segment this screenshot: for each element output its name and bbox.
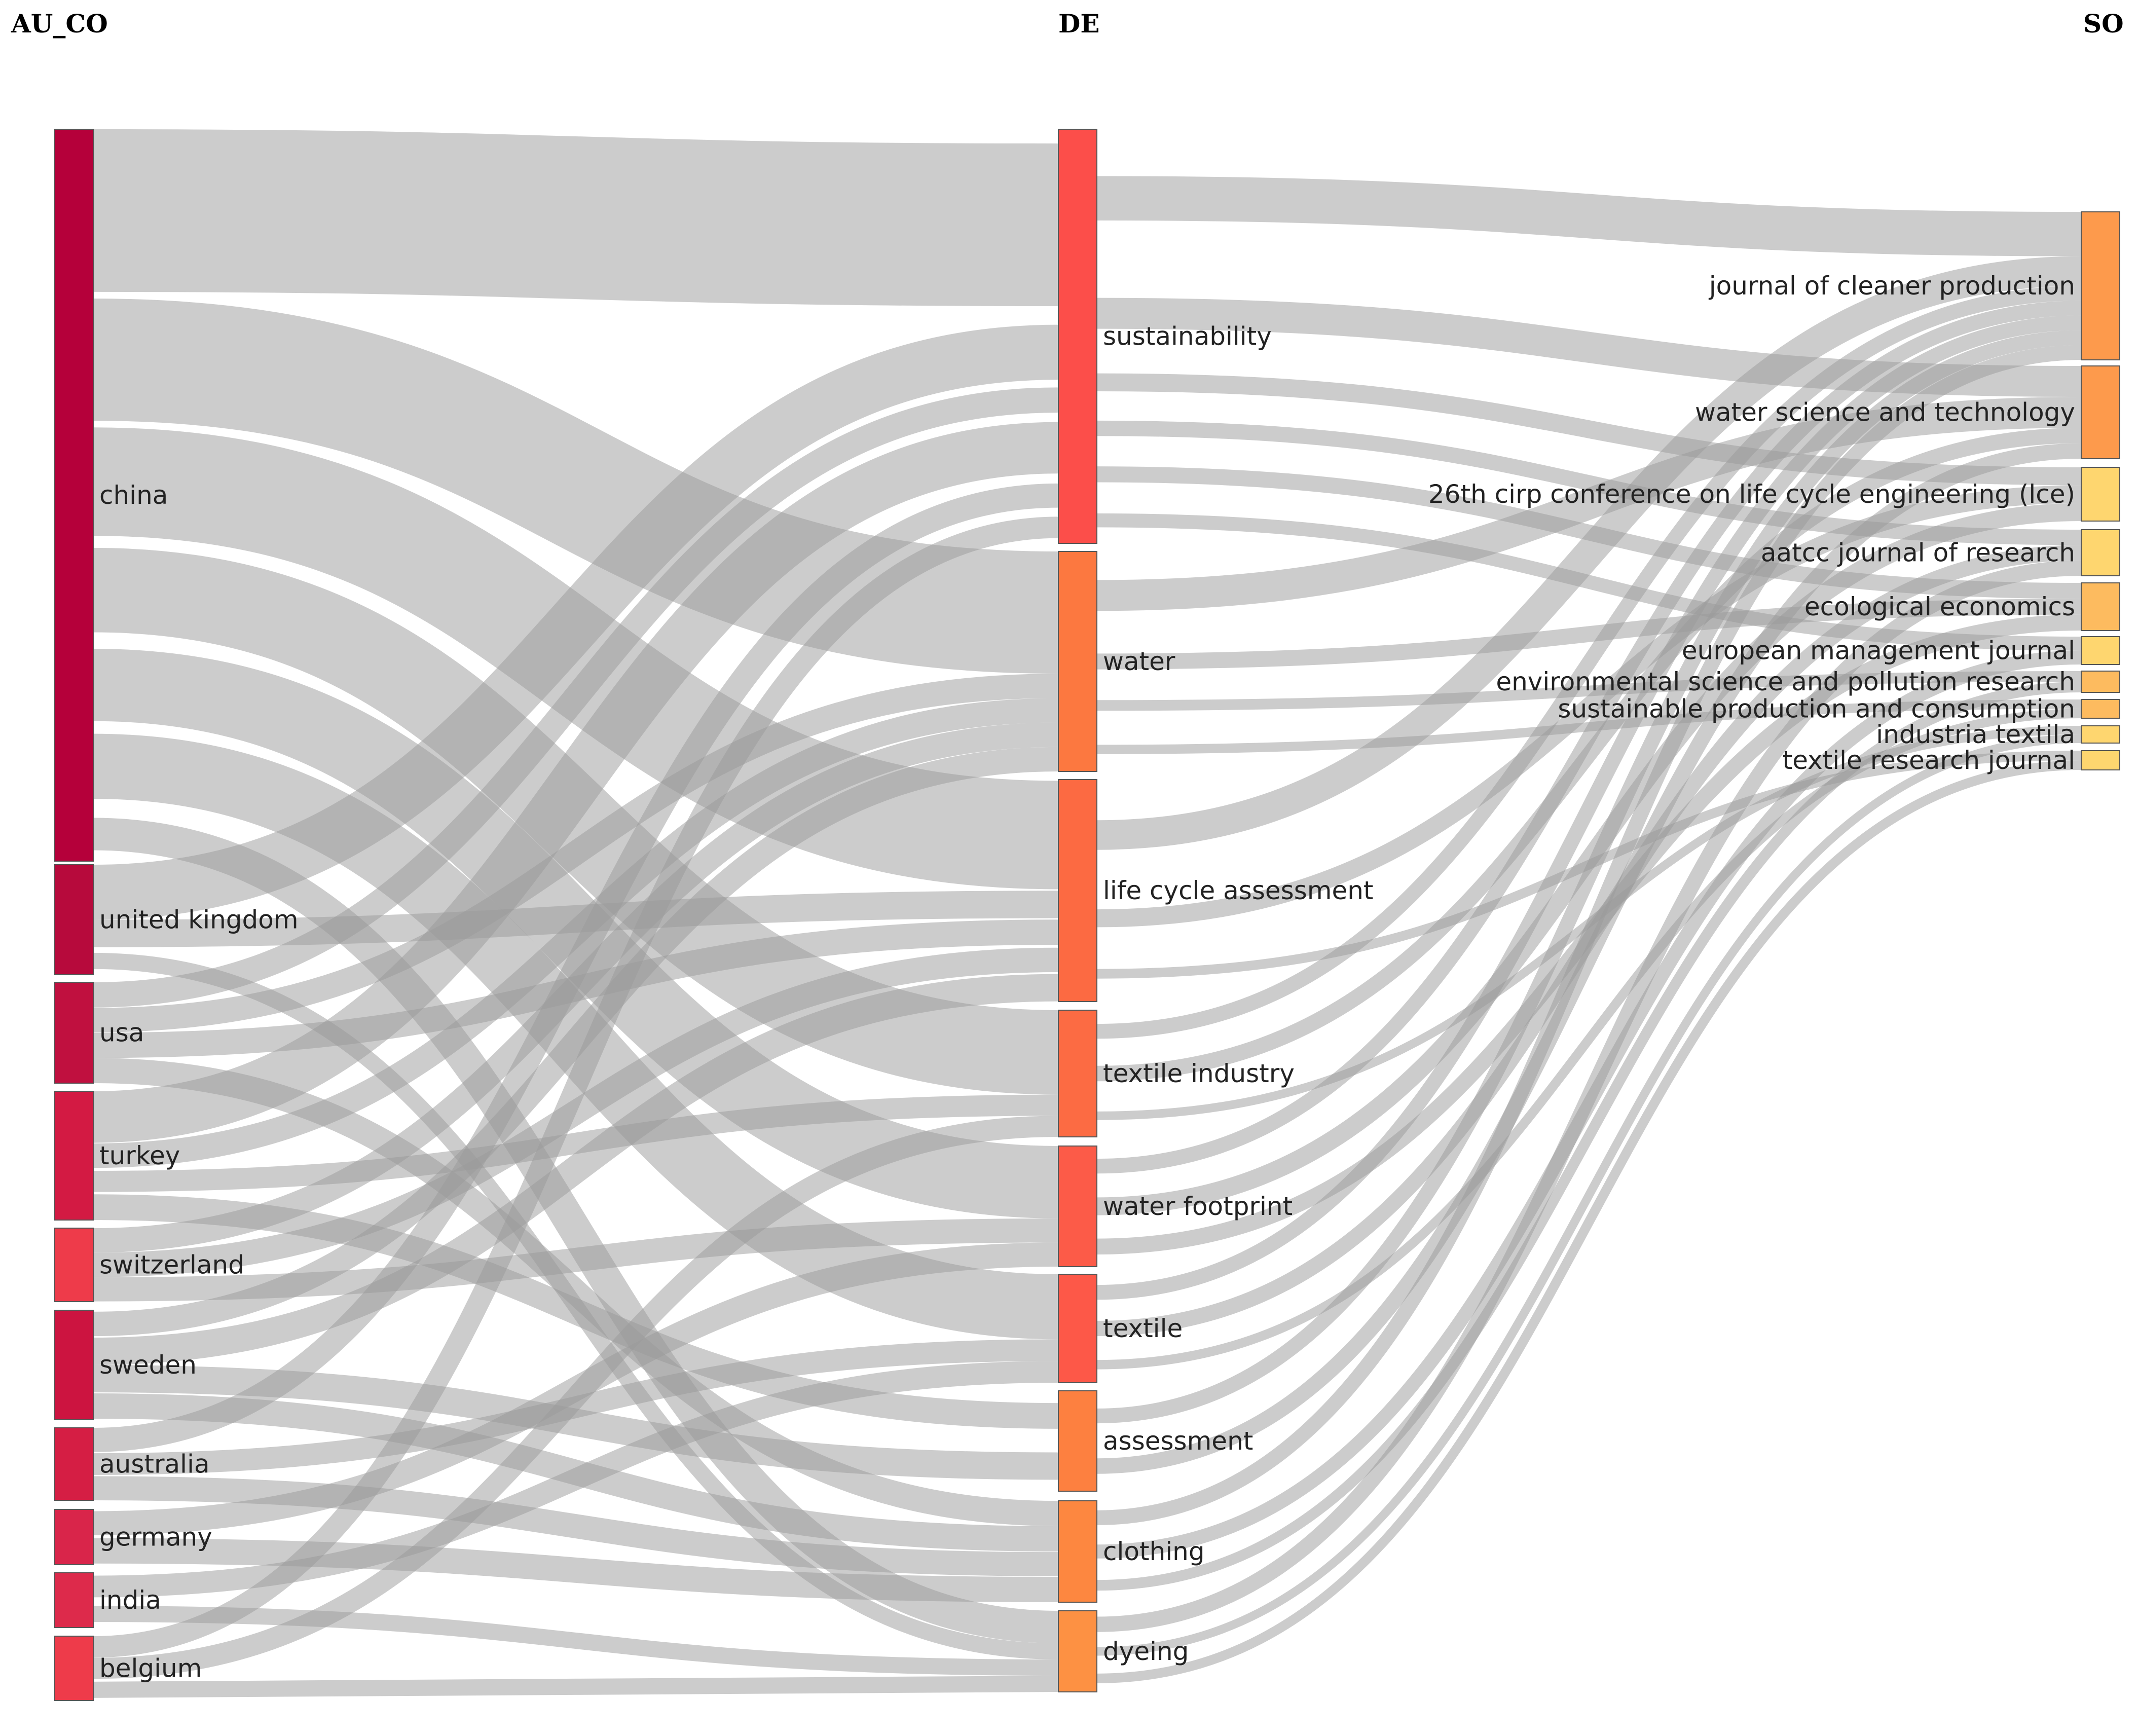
node-label-germany: germany — [99, 1523, 212, 1552]
link-australia-to-clothing — [93, 1476, 1059, 1576]
node-label-cirp_2019: 26th cirp conference on life cycle engin… — [1428, 479, 2075, 509]
node-label-india: india — [99, 1585, 161, 1615]
link-turkey-to-textile_industry — [93, 1094, 1059, 1192]
sankey-nodes — [54, 129, 2120, 1701]
node-label-aatcc: aatcc journal of research — [1761, 538, 2075, 568]
node-label-journal_of_cleaner_production: journal of cleaner production — [1709, 271, 2075, 301]
node-label-env_sci_pollution_research: environmental science and pollution rese… — [1496, 667, 2075, 696]
link-water_footprint-to-journal_of_cleaner_production — [1096, 301, 2082, 1174]
link-germany-to-clothing — [93, 1538, 1059, 1602]
link-life_cycle_assessment-to-journal_of_cleaner_production — [1096, 256, 2082, 850]
node-industria_textila[interactable] — [2081, 725, 2120, 744]
link-belgium-to-dyeing — [93, 1676, 1059, 1698]
node-label-united_kingdom: united kingdom — [99, 905, 299, 935]
link-textile-to-journal_of_cleaner_production — [1096, 315, 2082, 1300]
node-label-water_science_and_technology: water science and technology — [1695, 398, 2075, 427]
link-dyeing-to-aatcc — [1096, 560, 2082, 1632]
link-india-to-dyeing — [93, 1606, 1059, 1676]
node-label-australia: australia — [99, 1450, 210, 1479]
node-label-ecological_economics: ecological economics — [1804, 592, 2075, 621]
node-label-sweden: sweden — [99, 1350, 197, 1380]
node-label-dyeing: dyeing — [1103, 1637, 1189, 1666]
node-label-turkey: turkey — [99, 1141, 180, 1170]
node-sustainable_production_consumption[interactable] — [2081, 699, 2120, 719]
node-label-water: water — [1103, 647, 1175, 676]
node-label-china: china — [99, 481, 168, 510]
node-ecological_economics[interactable] — [2081, 582, 2120, 631]
node-label-sustainability: sustainability — [1103, 322, 1272, 351]
node-water_footprint[interactable] — [1058, 1146, 1097, 1267]
node-aatcc[interactable] — [2081, 529, 2120, 576]
link-textile-to-sustainable_production_consumption — [1096, 709, 2082, 1370]
link-sweden-to-life_cycle_assessment — [93, 974, 1059, 1365]
link-turkey-to-sustainability — [93, 422, 1059, 1143]
node-label-sustainable_production_consumption: sustainable production and consumption — [1558, 694, 2075, 724]
node-label-european_management_journal: european management journal — [1682, 636, 2075, 666]
node-cirp_2019[interactable] — [2081, 467, 2120, 522]
node-assessment[interactable] — [1058, 1390, 1097, 1492]
node-label-water_footprint: water footprint — [1103, 1192, 1293, 1221]
node-china[interactable] — [54, 129, 94, 862]
link-united_kingdom-to-sustainability — [93, 324, 1059, 920]
link-clothing-to-journal_of_cleaner_production — [1096, 345, 2082, 1525]
link-sustainability-to-aatcc — [1096, 420, 2082, 545]
node-label-belgium: belgium — [99, 1654, 202, 1683]
node-label-assessment: assessment — [1103, 1426, 1253, 1456]
link-belgium-to-textile_industry — [93, 1116, 1059, 1679]
link-china-to-sustainability — [93, 129, 1059, 306]
column-headers: AU_CO DE SO — [11, 9, 2124, 39]
node-water_science_and_technology[interactable] — [2081, 365, 2120, 459]
node-turkey[interactable] — [54, 1091, 94, 1221]
link-assessment-to-journal_of_cleaner_production — [1096, 330, 2082, 1424]
node-label-life_cycle_assessment: life cycle assessment — [1103, 876, 1374, 905]
node-label-usa: usa — [99, 1018, 144, 1048]
node-textile_industry[interactable] — [1058, 1010, 1097, 1137]
link-sustainability-to-journal_of_cleaner_production — [1096, 176, 2082, 256]
link-sweden-to-water — [93, 747, 1059, 1337]
link-clothing-to-env_sci_pollution_research — [1096, 682, 2082, 1591]
node-dyeing[interactable] — [1058, 1610, 1097, 1692]
node-switzerland[interactable] — [54, 1228, 94, 1302]
link-dyeing-to-textile_research_journal — [1096, 760, 2082, 1683]
node-label-textile: textile — [1103, 1314, 1183, 1343]
column-header-right: SO — [2083, 9, 2124, 39]
link-water-to-ecological_economics — [1096, 599, 2082, 670]
node-clothing[interactable] — [1058, 1500, 1097, 1603]
node-life_cycle_assessment[interactable] — [1058, 779, 1097, 1002]
node-label-clothing: clothing — [1103, 1537, 1205, 1566]
link-textile_industry-to-water_science_and_technology — [1096, 428, 2082, 1082]
node-label-industria_textila: industria textila — [1876, 720, 2075, 749]
node-australia[interactable] — [54, 1427, 94, 1501]
column-header-left: AU_CO — [11, 9, 108, 39]
node-belgium[interactable] — [54, 1636, 94, 1701]
sankey-node-labels: china united kingdom usa turkey switzerland s… — [99, 271, 2075, 1683]
node-journal_of_cleaner_production[interactable] — [2081, 211, 2120, 360]
link-usa-to-sustainability — [93, 387, 1059, 1008]
node-usa[interactable] — [54, 982, 94, 1084]
node-water[interactable] — [1058, 551, 1097, 772]
node-germany[interactable] — [54, 1509, 94, 1565]
node-sustainability[interactable] — [1058, 129, 1097, 544]
link-belgium-to-sustainability — [93, 516, 1059, 1658]
node-european_management_journal[interactable] — [2081, 636, 2120, 665]
link-turkey-to-water — [93, 698, 1059, 1168]
node-label-textile_industry: textile industry — [1103, 1059, 1295, 1088]
link-dyeing-to-industria_textila — [1096, 734, 2082, 1656]
node-india[interactable] — [54, 1572, 94, 1628]
node-united_kingdom[interactable] — [54, 864, 94, 975]
link-textile_industry-to-journal_of_cleaner_production — [1096, 286, 2082, 1039]
node-label-textile_research_journal: textile research journal — [1783, 746, 2075, 775]
sankey-links — [93, 129, 2082, 1698]
column-header-middle: DE — [1058, 9, 1099, 39]
node-sweden[interactable] — [54, 1310, 94, 1420]
node-textile[interactable] — [1058, 1274, 1097, 1383]
link-assessment-to-water_science_and_technology — [1096, 443, 2082, 1474]
node-textile_research_journal[interactable] — [2081, 750, 2120, 770]
link-water-to-env_sci_pollution_research — [1096, 671, 2082, 711]
node-label-switzerland: switzerland — [99, 1250, 244, 1280]
link-usa-to-water — [93, 674, 1059, 1032]
link-australia-to-sustainability — [93, 483, 1059, 1452]
node-env_sci_pollution_research[interactable] — [2081, 671, 2120, 693]
